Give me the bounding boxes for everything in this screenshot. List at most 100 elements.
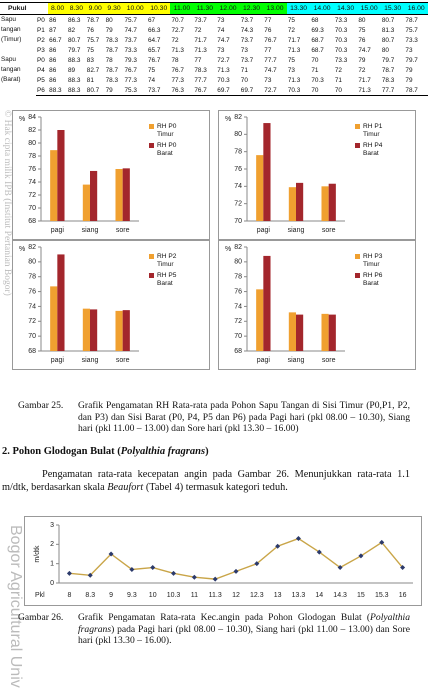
bar-chart: % 68 70 72 74 76 78 80 82 pagi siang sore RH P3 Timu… (218, 240, 416, 370)
y-axis-label: % (19, 116, 25, 123)
cell: 77.3 (124, 76, 137, 84)
bar (90, 170, 98, 221)
group-cell: Sapu tangan (Timur) (0, 15, 36, 56)
x-tick-label: 14.3 (333, 592, 347, 599)
paragraph: Pengamatan rata-rata kecepatan angin pad… (2, 468, 410, 494)
bar (115, 169, 123, 221)
bar (296, 314, 304, 351)
group-label: (Barat) (1, 76, 21, 83)
legend-swatch (355, 143, 360, 148)
bar (115, 310, 123, 351)
header-cell: 9.00 (85, 2, 105, 15)
y-tick-label: 70 (28, 333, 36, 340)
cell: 79.3 (124, 56, 137, 64)
cell: 72.7 (217, 56, 230, 64)
cell: 70 (311, 56, 319, 64)
y-tick-label: 82 (234, 244, 242, 251)
legend-swatch (355, 124, 360, 129)
cell: 72.7 (171, 26, 184, 34)
header-cell: 10.30 (146, 2, 171, 15)
chart-svg: % 68 70 72 74 76 78 80 82 pagi siang sore (19, 244, 139, 364)
cell: 73 (287, 66, 295, 74)
text: (Tabel 4) termasuk kategori teduh. (143, 482, 288, 493)
cell: 80.7 (67, 36, 81, 44)
y-axis-label: % (225, 246, 231, 253)
legend-item: RH P6 Barat (355, 272, 395, 288)
cell: 73 (405, 46, 413, 54)
y-tick-label: 82 (28, 244, 36, 251)
cell: 76.7 (193, 85, 217, 96)
header-cell: 15.30 (380, 2, 405, 15)
header-cell: 11.30 (193, 2, 217, 15)
y-tick-label: 76 (234, 288, 242, 295)
cell: 73.7 (240, 16, 254, 24)
cell: 71.3 (357, 85, 381, 96)
cell: 75 (358, 26, 366, 34)
bar (82, 184, 90, 221)
y-tick-label: 70 (234, 333, 242, 340)
cell: 80.7 (381, 36, 395, 44)
y-tick-label: 74 (28, 303, 36, 310)
x-tick-label: pagi (51, 357, 65, 364)
y-tick-label: 78 (234, 149, 242, 156)
marker (212, 576, 218, 582)
cell: 88.3 (66, 85, 86, 96)
cell: 88.3 (48, 85, 67, 96)
bar (296, 182, 304, 221)
y-tick-label: 80 (234, 259, 242, 266)
y-axis-label: m/dtk (34, 545, 41, 563)
cell: 75.7 (405, 26, 418, 34)
cell: 76.7 (264, 36, 277, 44)
cell: 71.3 (287, 76, 301, 84)
legend-label: RH P6 Barat (363, 272, 383, 287)
cell: 71.3 (287, 46, 301, 54)
cell: 73.3 (405, 36, 418, 44)
cell: 76.7 (147, 56, 161, 64)
cell: 72 (171, 36, 179, 44)
cell: 87 (49, 26, 57, 34)
cell: 71.7 (358, 76, 371, 84)
header-cell: 11.00 (170, 2, 194, 15)
group-label: Sapu (1, 56, 16, 63)
row-id: P0 (37, 56, 45, 64)
x-tick-label: 8 (67, 592, 71, 599)
cell: 78.7 (86, 16, 100, 24)
cell: 86 (49, 46, 57, 54)
bar (263, 123, 271, 221)
legend-item: RH P0 Timur (149, 123, 189, 139)
x-tick-label: 14 (315, 592, 323, 599)
bar (50, 150, 58, 221)
y-tick-label: 3 (50, 522, 54, 529)
cell: 89 (67, 66, 76, 74)
y-tick-label: 82 (234, 114, 242, 121)
cell: 72 (287, 26, 295, 34)
cell: 83 (86, 56, 94, 64)
cell: 73 (217, 16, 225, 24)
marker (87, 572, 93, 578)
cell: 78.7 (105, 66, 119, 74)
cell: 71.7 (194, 36, 207, 44)
x-tick-label: pagi (51, 227, 65, 234)
cell: 68 (311, 16, 319, 24)
legend-swatch (149, 273, 154, 278)
cell: 78.7 (381, 66, 395, 74)
legend-label: RH P1 Timur (363, 123, 383, 138)
cell: 79.7 (381, 56, 395, 64)
bar (82, 308, 90, 351)
cell: 76.7 (124, 66, 137, 74)
marker (337, 565, 343, 571)
cell: 74.7 (124, 26, 137, 34)
bar-chart: % 68 70 72 74 76 78 80 82 pagi siang sore RH P2 Timu… (12, 240, 210, 370)
marker (316, 549, 322, 555)
cell: 86 (49, 56, 57, 64)
y-tick-label: 72 (28, 318, 36, 325)
y-tick-label: 1 (50, 561, 54, 568)
legend-swatch (149, 143, 154, 148)
cell: 79 (104, 85, 124, 96)
cell: 78.3 (105, 76, 119, 84)
legend: RH P0 Timur RH P0 Barat (149, 123, 189, 161)
y-tick-label: 2 (50, 541, 54, 548)
x-tick-label: siang (82, 357, 99, 364)
cell: 69.7 (239, 85, 264, 96)
